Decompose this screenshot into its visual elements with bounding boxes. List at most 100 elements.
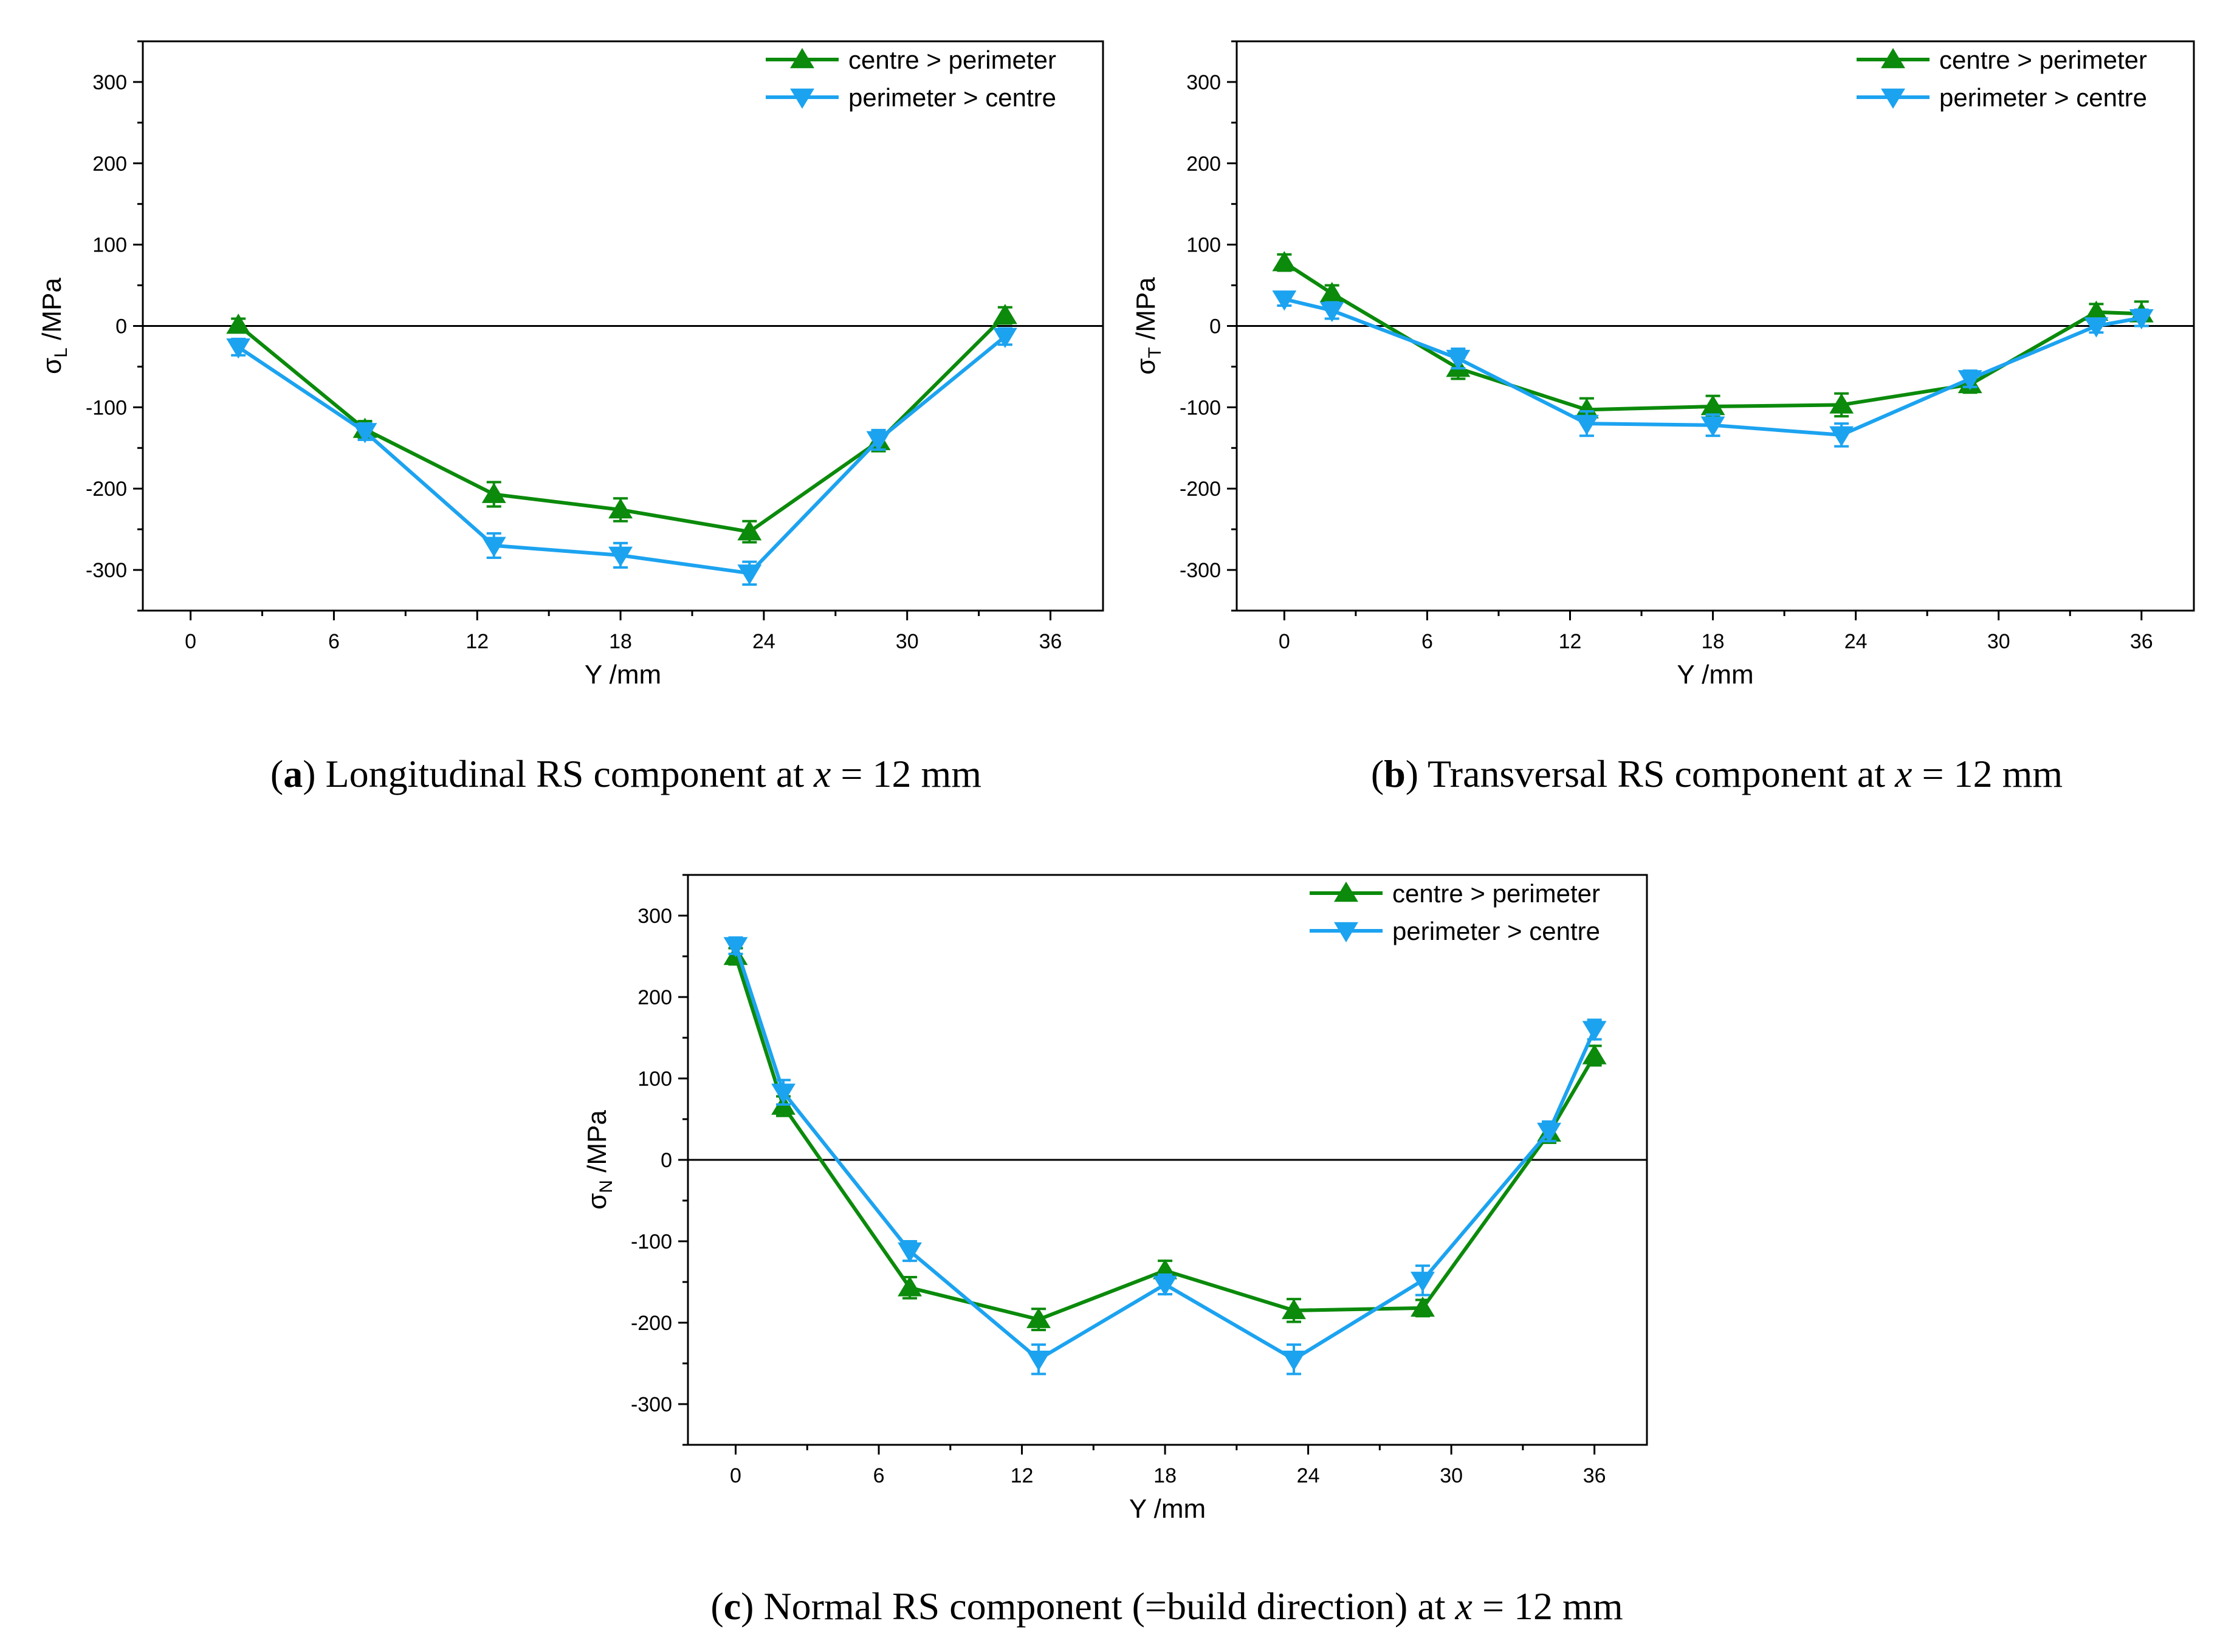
data-point: [898, 1242, 923, 1263]
data-point: [1829, 426, 1854, 447]
y-tick-label: 100: [1186, 234, 1221, 257]
y-axis-label: σT /MPa: [1131, 277, 1165, 375]
x-axis-label: Y /mm: [1129, 1494, 1206, 1524]
series-line-perimeter-centre: [237, 335, 1006, 575]
chart-panel-b: 0 6 12 18 24 30 36 300 200 100 0 -100 -200 -300 Y /mm σ…: [1131, 40, 2195, 795]
data-point: [608, 498, 633, 519]
chart-panel-c: 0 6 12 18 24 30 36 300 200 100 0 -100 -200 -300 Y /mm σ…: [582, 874, 1648, 1628]
legend-label: perimeter > centre: [1939, 83, 2147, 112]
legend-marker: [790, 48, 814, 69]
data-point: [1319, 301, 1344, 323]
legend-label: centre > perimeter: [848, 46, 1056, 74]
y-tick-label: 100: [637, 1068, 672, 1091]
y-tick-label: -100: [86, 396, 127, 419]
data-point: [737, 520, 762, 541]
data-point: [1582, 1021, 1607, 1041]
legend-label: perimeter > centre: [848, 83, 1056, 112]
x-tick-label: 0: [730, 1464, 741, 1487]
x-tick-label: 18: [1702, 630, 1725, 653]
x-tick-label: 30: [896, 630, 919, 653]
x-tick-label: 0: [1279, 630, 1290, 653]
data-point: [2084, 300, 2109, 321]
x-tick-label: 18: [609, 630, 632, 653]
y-tick-label: -300: [631, 1393, 672, 1416]
data-point: [481, 536, 506, 557]
y-tick-label: 100: [92, 234, 127, 257]
y-tick-label: 200: [637, 986, 672, 1009]
chart-panel-a: 0 6 12 18 24 30 36 300 200 100 0 -100 -200 -300 Y /mm σ…: [37, 40, 1104, 795]
panel-caption: (a) Longitudinal RS component at x = 12 …: [270, 752, 981, 795]
x-tick-label: 6: [1421, 630, 1433, 653]
x-tick-label: 12: [1011, 1464, 1034, 1487]
y-axis-label: σL /MPa: [37, 278, 71, 374]
x-tick-label: 0: [185, 630, 196, 653]
data-point: [1582, 1044, 1607, 1064]
data-point: [1537, 1122, 1562, 1143]
data-point: [1411, 1296, 1435, 1317]
panel-caption: (b) Transversal RS component at x = 12 m…: [1371, 752, 2063, 795]
x-tick-label: 24: [1844, 630, 1868, 653]
x-tick-label: 24: [1297, 1464, 1320, 1487]
series-line-centre-perimeter: [1283, 261, 2142, 412]
x-tick-label: 36: [1583, 1464, 1606, 1487]
data-point: [771, 1083, 796, 1104]
y-tick-label: -100: [631, 1230, 672, 1253]
data-point: [1411, 1272, 1435, 1292]
data-point: [1282, 1298, 1306, 1320]
data-point: [992, 304, 1017, 324]
x-tick-label: 6: [328, 630, 340, 653]
data-point: [1957, 370, 1982, 391]
data-point: [1829, 393, 1854, 414]
x-tick-label: 30: [1440, 1464, 1463, 1487]
x-axis-label: Y /mm: [585, 660, 661, 690]
y-tick-label: 300: [1186, 71, 1221, 94]
x-tick-label: 36: [2130, 630, 2153, 653]
series-line-perimeter-centre: [734, 945, 1596, 1362]
x-tick-label: 36: [1039, 630, 1062, 653]
data-point: [1700, 416, 1725, 437]
x-tick-label: 6: [873, 1464, 885, 1487]
y-tick-label: 300: [92, 71, 127, 94]
y-tick-label: 0: [115, 315, 127, 338]
y-tick-label: -300: [1180, 559, 1221, 582]
x-tick-label: 24: [752, 630, 775, 653]
data-point: [2084, 317, 2109, 338]
x-tick-label: 12: [466, 630, 489, 653]
legend-label: centre > perimeter: [1392, 879, 1600, 908]
y-axis-label: σN /MPa: [582, 1110, 616, 1210]
panel-caption: (c) Normal RS component (=build directio…: [710, 1585, 1623, 1628]
data-point: [723, 937, 748, 958]
data-point: [992, 327, 1017, 348]
data-point: [2129, 309, 2154, 330]
data-point: [1282, 1351, 1306, 1371]
data-point: [352, 423, 377, 444]
data-point: [898, 1276, 923, 1297]
y-tick-label: -300: [86, 559, 127, 582]
x-tick-label: 18: [1153, 1464, 1177, 1487]
legend-label: perimeter > centre: [1392, 917, 1600, 945]
y-tick-label: -100: [1180, 396, 1221, 419]
data-point: [1574, 398, 1599, 419]
y-tick-label: 0: [1209, 315, 1221, 338]
legend-marker: [1334, 882, 1358, 902]
legend-label: centre > perimeter: [1939, 46, 2147, 74]
y-tick-label: -200: [86, 478, 127, 501]
data-point: [866, 431, 891, 451]
data-point: [1700, 395, 1725, 416]
y-tick-label: 200: [1186, 153, 1221, 176]
data-point: [226, 314, 251, 334]
data-point: [1319, 281, 1344, 303]
data-point: [1026, 1351, 1051, 1371]
y-tick-label: 300: [637, 905, 672, 928]
x-axis-label: Y /mm: [1677, 660, 1753, 690]
legend-marker: [1334, 922, 1358, 942]
data-point: [1272, 251, 1297, 272]
x-tick-label: 30: [1987, 630, 2010, 653]
y-tick-label: 200: [92, 153, 127, 176]
data-point: [1026, 1308, 1051, 1328]
data-point: [1153, 1275, 1178, 1297]
data-point: [1574, 414, 1599, 436]
legend-marker: [790, 88, 814, 109]
data-point: [1272, 290, 1297, 311]
